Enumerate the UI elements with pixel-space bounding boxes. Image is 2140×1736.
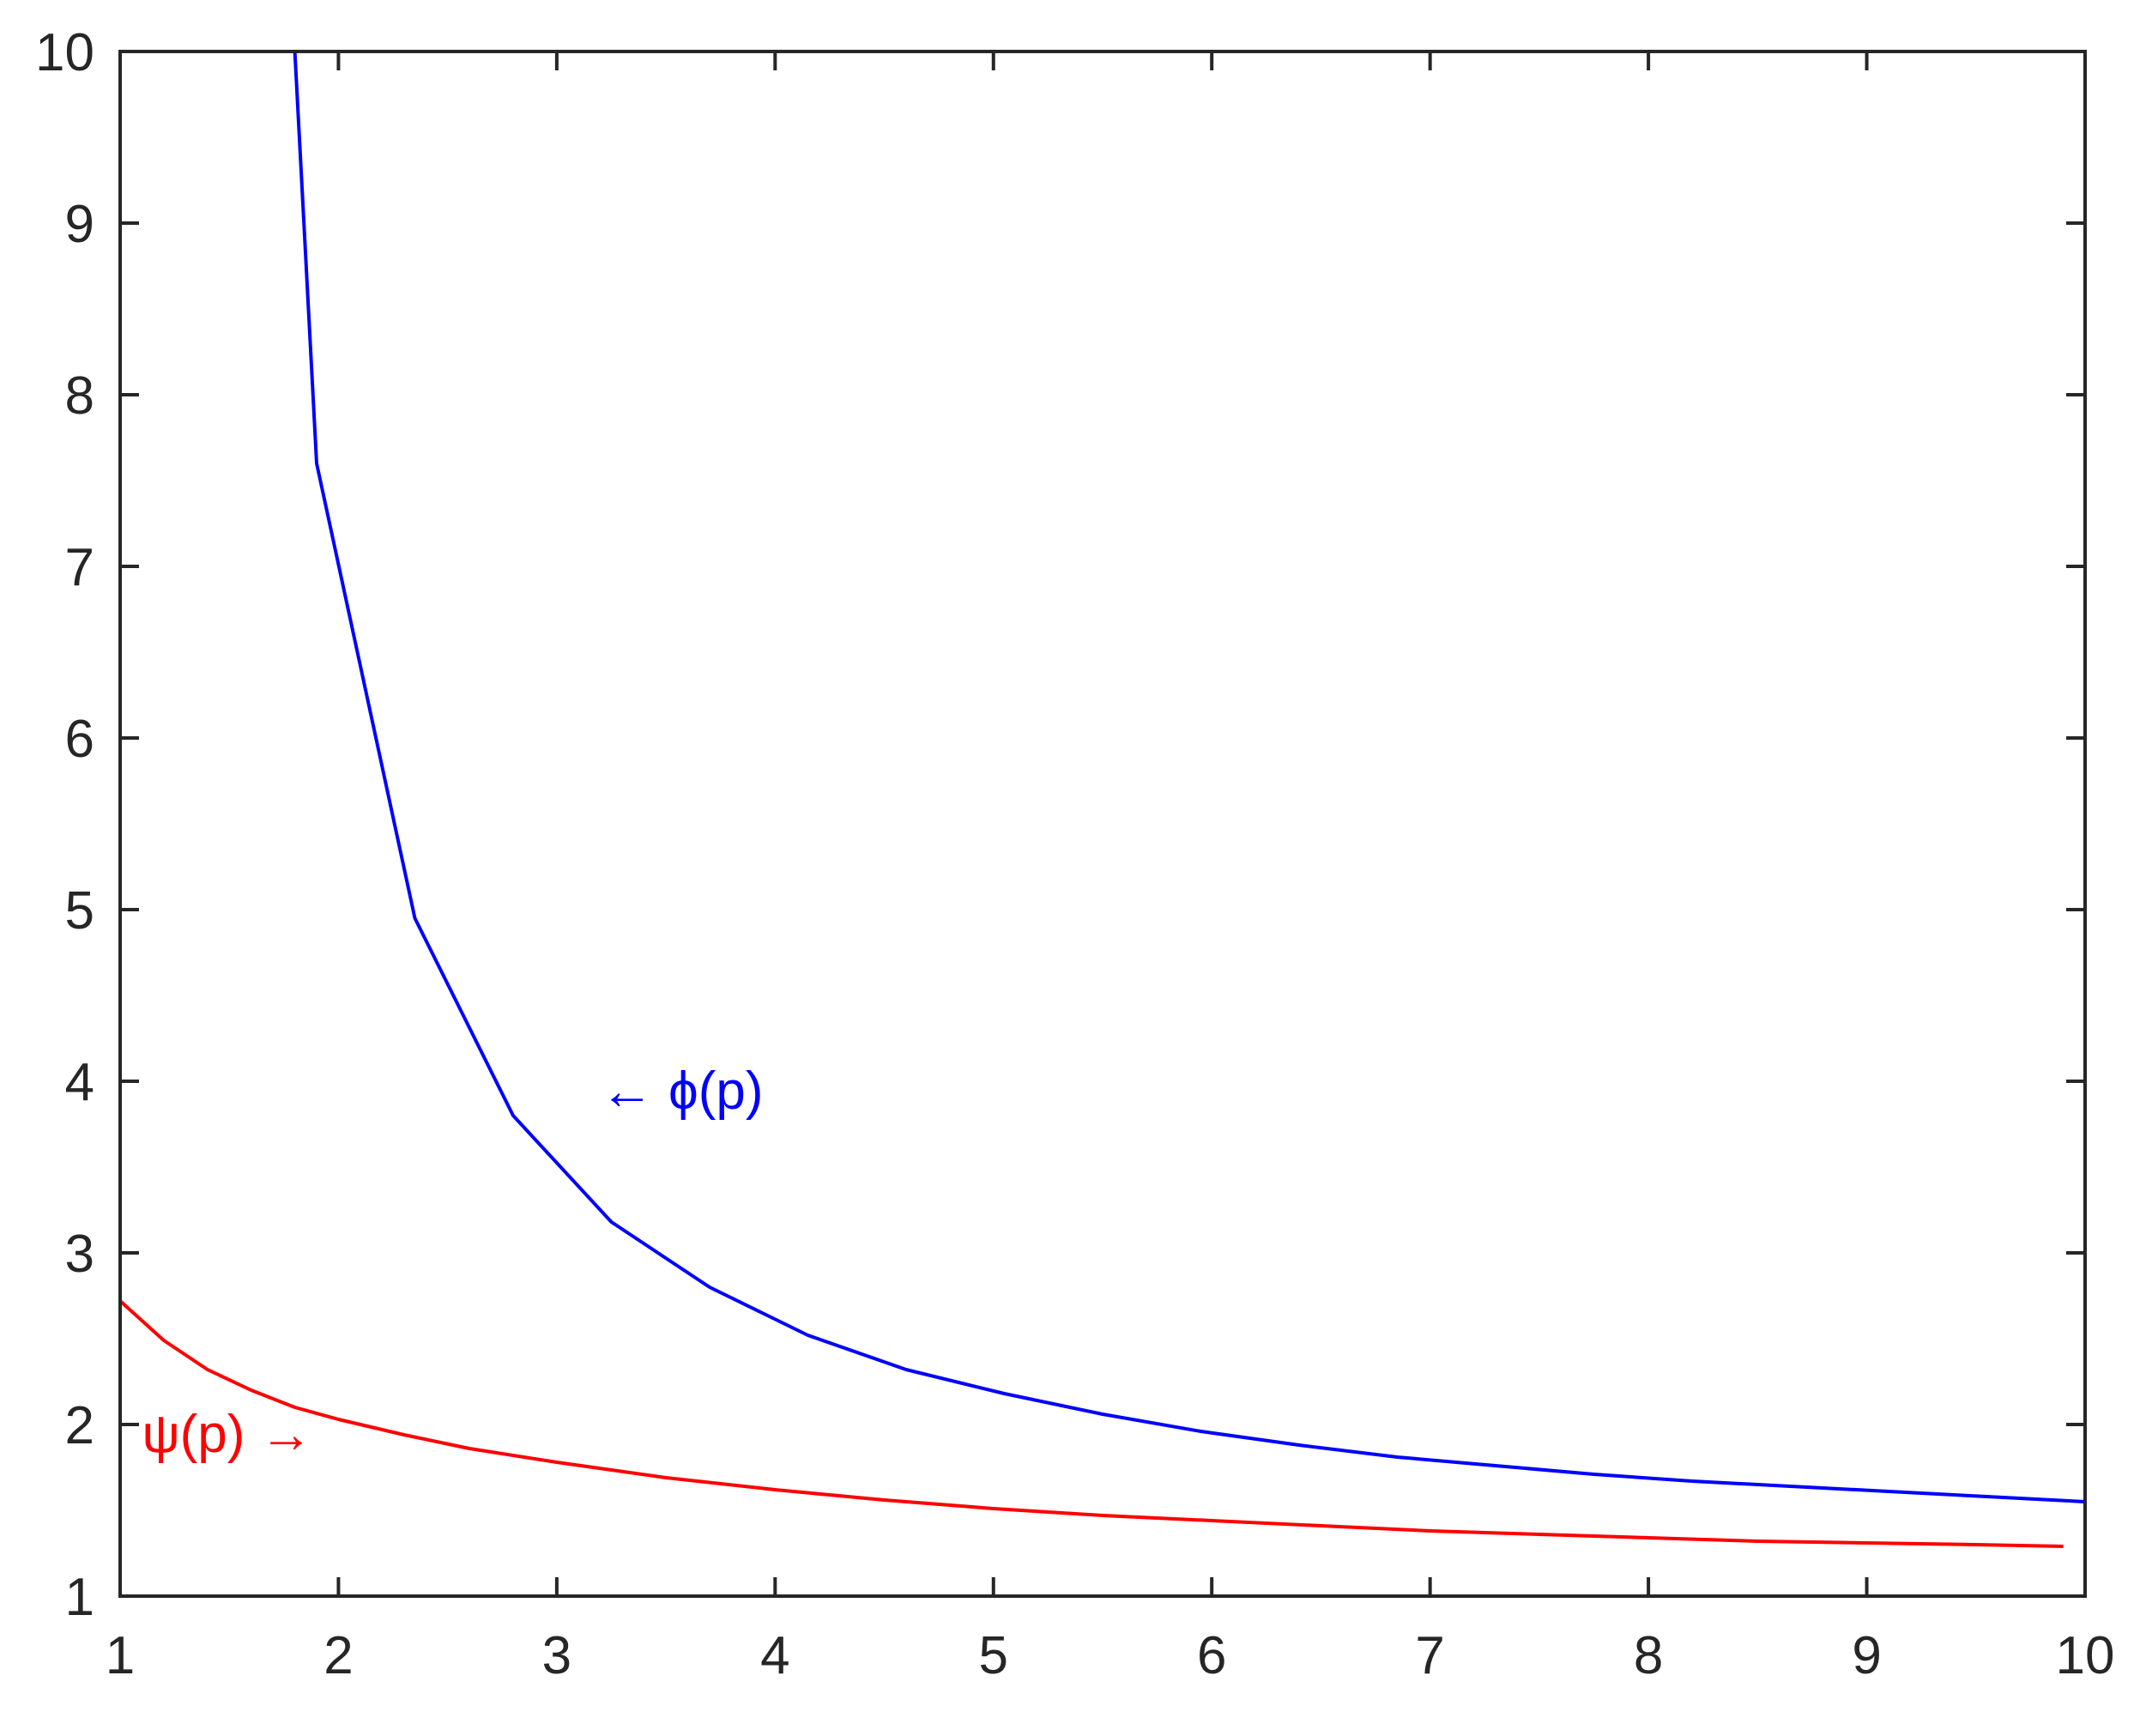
y-tick-label: 8 — [65, 366, 94, 426]
plot-frame — [118, 50, 2087, 1598]
x-tick-label: 8 — [1634, 1626, 1663, 1685]
x-tick-label: 10 — [2056, 1626, 2115, 1685]
series-layer — [118, 51, 2086, 1548]
plot-background — [120, 51, 2085, 1596]
y-tick-label: 4 — [65, 1053, 94, 1112]
x-tick-label: 9 — [1852, 1626, 1881, 1685]
series-line-0 — [293, 51, 2086, 1503]
labels-layer: 1 2 3 4 5 6 7 8 9 10 1 2 3 4 5 6 7 8 9 10 — [35, 23, 2114, 1685]
y-tick-label: 3 — [65, 1225, 94, 1284]
y-tick-label: 1 — [65, 1568, 94, 1627]
annotation-label: ← ϕ(p) — [601, 1062, 764, 1121]
y-tick-label: 6 — [65, 710, 94, 769]
y-tick-label: 2 — [65, 1396, 94, 1455]
y-tick-label: 5 — [65, 881, 94, 941]
series-line-1 — [118, 1299, 2064, 1548]
x-tick-label: 7 — [1415, 1626, 1444, 1685]
x-tick-label: 3 — [542, 1626, 571, 1685]
x-tick-label: 6 — [1197, 1626, 1226, 1685]
y-tick-label: 7 — [65, 538, 94, 597]
annotation-label: ψ(p) → — [142, 1405, 312, 1464]
y-tick-label: 10 — [35, 23, 94, 82]
x-tick-label: 1 — [106, 1626, 135, 1685]
x-tick-label: 4 — [760, 1626, 789, 1685]
annotation-layer: ← ϕ(p) ψ(p) → — [142, 1062, 763, 1464]
y-tick-label: 9 — [65, 195, 94, 254]
x-tick-label: 2 — [323, 1626, 353, 1685]
x-tick-label: 5 — [979, 1626, 1008, 1685]
